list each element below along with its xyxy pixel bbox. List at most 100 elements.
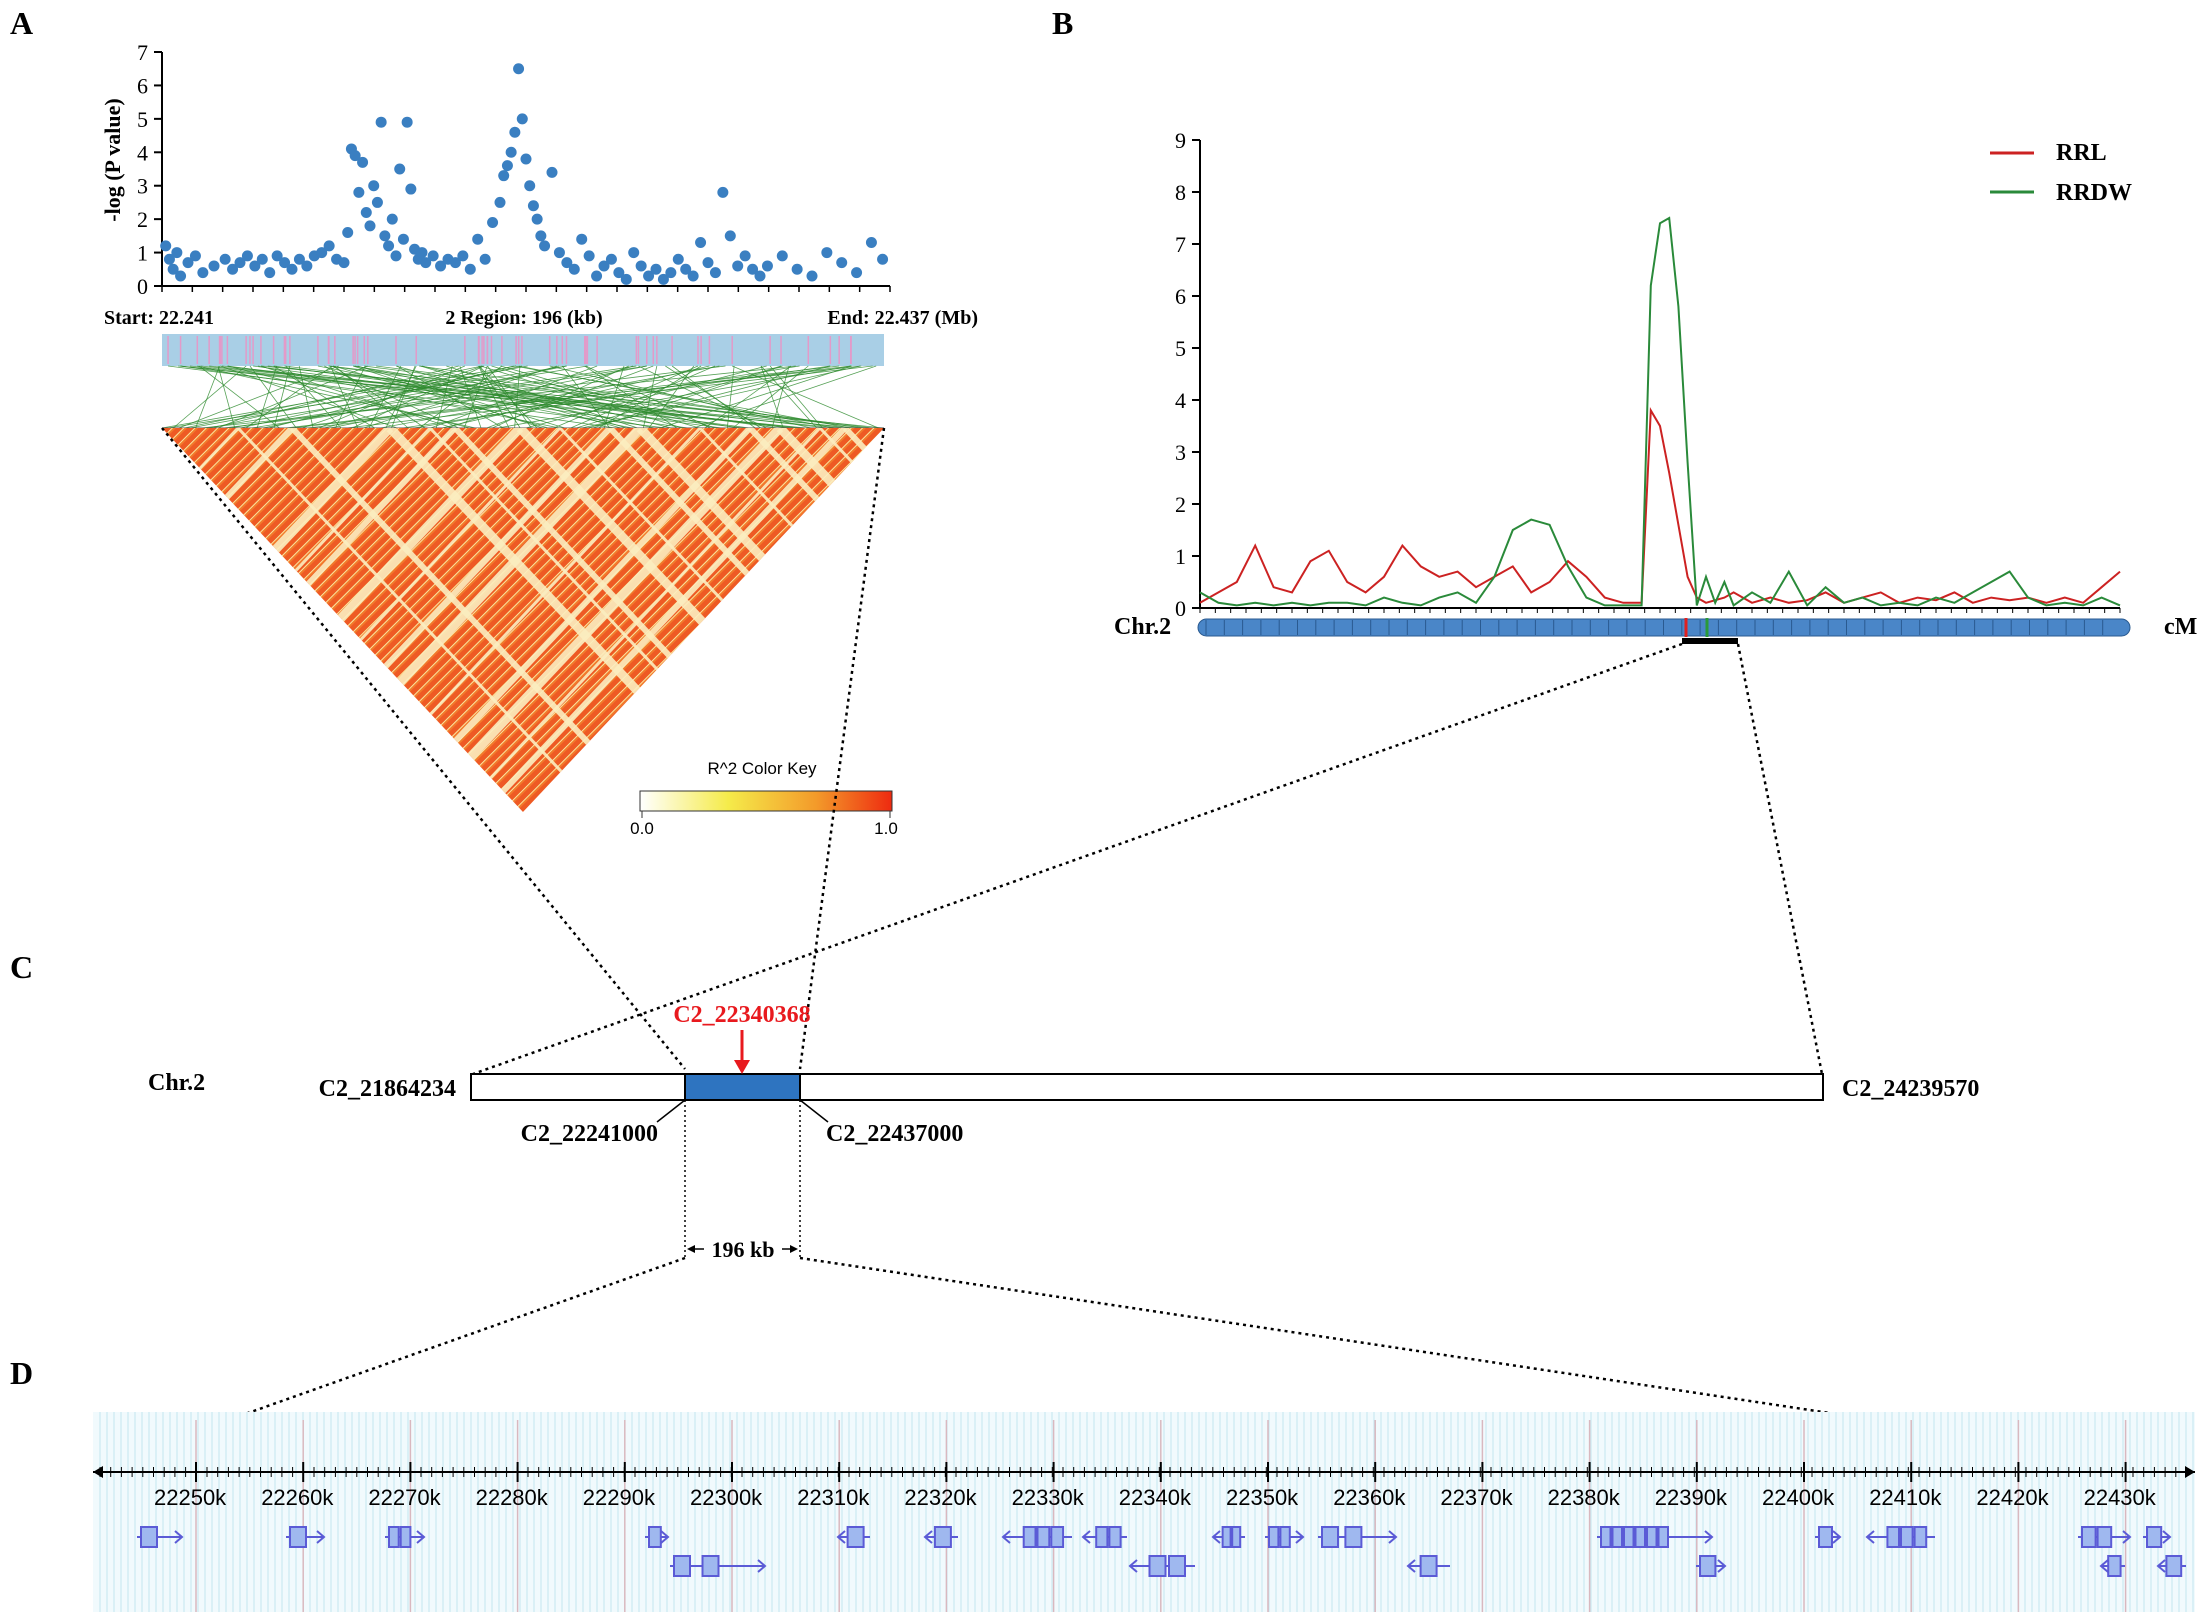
series-line-rrdw [1199,216,2121,608]
snp-position-bar [162,334,884,366]
scatter-point [457,250,469,262]
scatter-point [672,253,684,265]
scatter-point [724,230,736,242]
ruler-tick-label: 22260k [261,1485,334,1510]
gene-exon [1148,1555,1167,1577]
gene-strand-arrow [1406,1559,1416,1573]
color-key-max: 1.0 [874,819,898,838]
ruler-tick-label: 22290k [583,1485,656,1510]
scatter-point [501,160,513,172]
scatter-point [357,156,369,168]
zoom-lines [92,427,2196,1470]
gene-exon [1095,1526,1109,1548]
gene-exon [1634,1526,1646,1548]
scatter-point [539,240,551,252]
scatter-point [680,263,692,275]
scatter-point [591,270,603,282]
scatter-point [435,260,447,272]
gene-exon [1600,1526,1612,1548]
gene-exon [140,1526,158,1548]
ruler-tick-label: 22270k [368,1485,441,1510]
ruler-tick-label: 22380k [1548,1485,1621,1510]
ruler-tick-label: 22400k [1762,1485,1835,1510]
gene-strand-arrow [1295,1530,1305,1544]
gene-strand-arrow [416,1530,426,1544]
gene-strand-arrow [2122,1530,2132,1544]
scatter-point [568,263,580,275]
scatter-point [427,250,439,262]
ruler-tick-label: 22330k [1012,1485,1085,1510]
gene-strand-arrow [660,1530,670,1544]
scatter-point [182,257,194,269]
scatter-point [371,196,383,208]
scatter-point [256,253,268,265]
r2-color-key: R^2 Color Key 0.0 1.0 [630,759,898,838]
scatter-point [197,267,209,279]
ruler-tick-label: 22390k [1655,1485,1728,1510]
scatter-point [531,213,543,225]
candidate-region [684,1073,801,1101]
panel-label-c: C [10,949,33,985]
gene-exon [1321,1526,1339,1548]
ld-heatmap [162,428,884,812]
gene-strand-arrow [1128,1559,1138,1573]
gene-exon [2096,1526,2113,1548]
scatter-point [364,220,376,232]
gene-exon [1657,1526,1669,1548]
scatter-point [375,116,387,128]
scatter-point [665,267,677,279]
panel-b-lod-plot: 0 1 2 3 4 5 6 7 8 9 RRL RRDW [1175,128,2132,621]
scatter-point [791,263,803,275]
scatter-point [234,257,246,269]
scatter-point [390,250,402,262]
scatter-point [635,260,647,272]
gene-strand-arrow [1001,1530,1011,1544]
right-marker-label: C2_24239570 [1842,1076,1979,1102]
panel-c-physical-map: Chr.2 C2_21864234 C2_24239570 C2_2234036… [148,1002,1979,1262]
scatter-point [472,233,484,245]
panel-a-scatter: -log (P value) 0 1 2 3 4 5 6 7 [100,40,891,299]
scatter-point [739,250,751,262]
gene-exon [1108,1526,1122,1548]
ruler-tick-label: 22420k [1976,1485,2049,1510]
scatter-point [583,250,595,262]
gene-strand-arrow [836,1530,846,1544]
gene-exon [1022,1526,1037,1548]
gene-exon [1419,1555,1438,1577]
scatter-point [394,163,406,175]
gene-strand-arrow [1865,1530,1875,1544]
scatter-point [851,267,863,279]
gene-strand-arrow [757,1559,767,1573]
gene-exon [933,1526,952,1548]
gene-exon [289,1526,307,1548]
series-line-rrl [1199,407,2121,604]
scatter-point [379,230,391,242]
scatter-y-tick-label: 4 [137,140,148,165]
scatter-point [650,263,662,275]
scatter-point [520,153,532,165]
gene-exon [1646,1526,1658,1548]
chr-label-b: Chr.2 [1114,614,1171,640]
scatter-point [821,247,833,259]
scatter-point [702,257,714,269]
gene-strand-arrow [316,1530,326,1544]
scatter-point [208,260,220,272]
gene-strand-arrow [1832,1530,1842,1544]
scatter-point [171,247,183,259]
scatter-point [761,260,773,272]
scatter-point [286,263,298,275]
scatter-point [877,253,889,265]
scatter-point [349,150,361,162]
gene-exon [1886,1526,1901,1548]
scatter-point [524,180,536,192]
lod-y-tick-label: 8 [1175,180,1186,205]
color-key-min: 0.0 [630,819,654,838]
scatter-y-tick-label: 7 [137,40,148,65]
gene-exon [1050,1526,1065,1548]
scatter-point [175,270,187,282]
scatter-point [687,270,699,282]
scatter-point [776,250,788,262]
scatter-point [487,216,499,228]
scatter-point [754,270,766,282]
legend-label-rrdw: RRDW [2056,180,2132,206]
